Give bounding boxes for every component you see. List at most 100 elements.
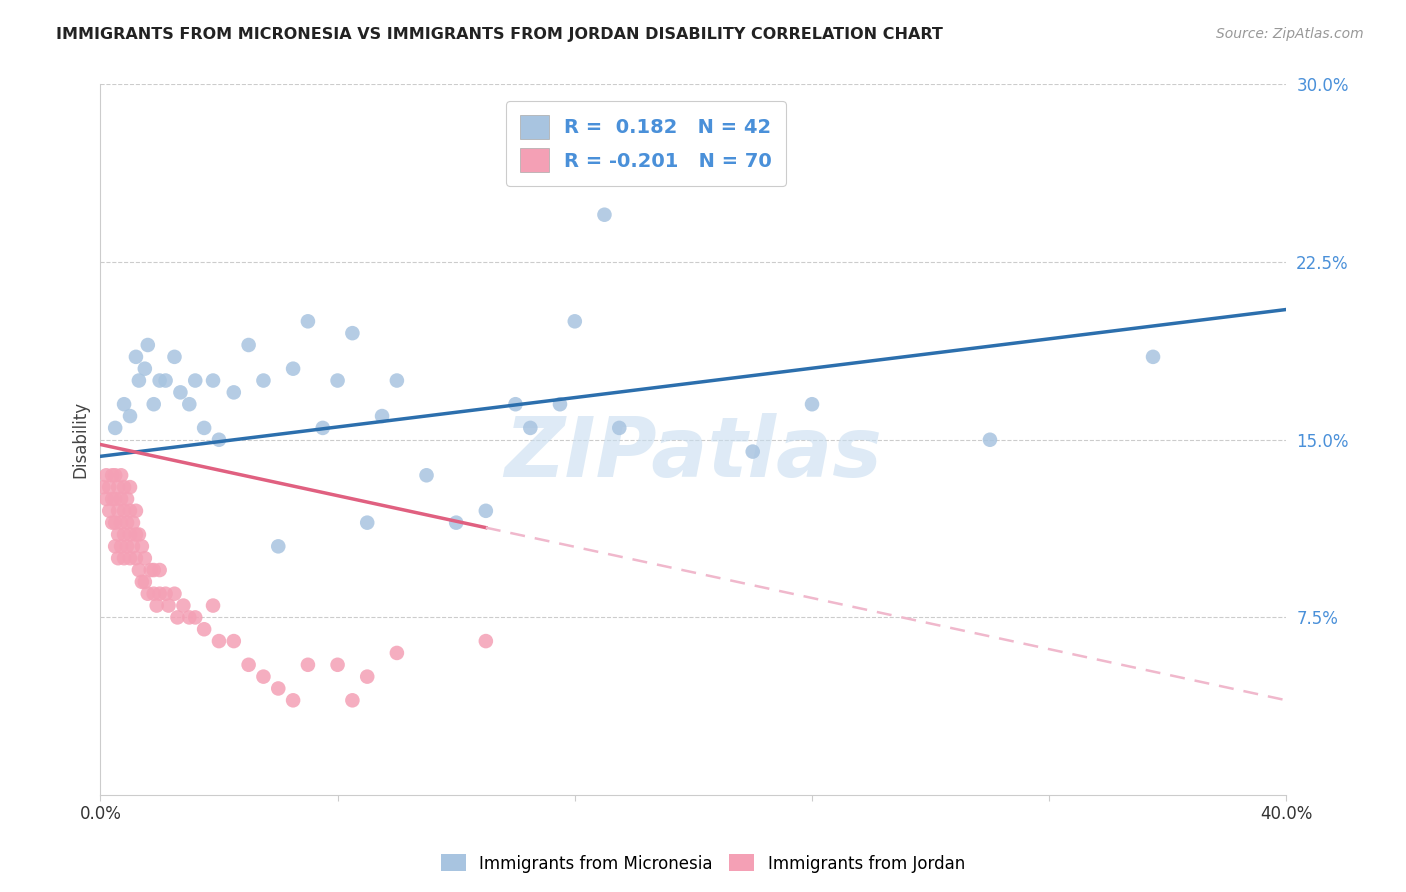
- Point: [208, 433, 231, 447]
- Point: [107, 480, 129, 494]
- Point: [297, 657, 319, 672]
- Point: [163, 350, 186, 364]
- Point: [741, 444, 763, 458]
- Point: [122, 539, 145, 553]
- Point: [193, 421, 215, 435]
- Text: IMMIGRANTS FROM MICRONESIA VS IMMIGRANTS FROM JORDAN DISABILITY CORRELATION CHAR: IMMIGRANTS FROM MICRONESIA VS IMMIGRANTS…: [56, 27, 943, 42]
- Point: [564, 314, 586, 328]
- Point: [98, 504, 121, 518]
- Point: [110, 516, 132, 530]
- Point: [131, 539, 153, 553]
- Text: ZIPatlas: ZIPatlas: [505, 414, 883, 494]
- Legend: R =  0.182   N = 42, R = -0.201   N = 70: R = 0.182 N = 42, R = -0.201 N = 70: [506, 102, 786, 186]
- Point: [142, 563, 165, 577]
- Point: [96, 491, 118, 506]
- Y-axis label: Disability: Disability: [72, 401, 89, 478]
- Point: [444, 516, 467, 530]
- Point: [155, 587, 177, 601]
- Point: [125, 504, 148, 518]
- Point: [193, 622, 215, 636]
- Point: [149, 587, 172, 601]
- Point: [1142, 350, 1164, 364]
- Point: [104, 516, 127, 530]
- Point: [202, 599, 225, 613]
- Point: [415, 468, 437, 483]
- Point: [139, 563, 162, 577]
- Point: [155, 374, 177, 388]
- Point: [163, 587, 186, 601]
- Point: [281, 693, 304, 707]
- Point: [104, 539, 127, 553]
- Point: [118, 409, 141, 423]
- Point: [548, 397, 571, 411]
- Point: [104, 468, 127, 483]
- Point: [184, 374, 207, 388]
- Point: [125, 350, 148, 364]
- Point: [519, 421, 541, 435]
- Point: [281, 361, 304, 376]
- Point: [107, 551, 129, 566]
- Point: [801, 397, 824, 411]
- Point: [149, 563, 172, 577]
- Point: [179, 610, 201, 624]
- Point: [342, 693, 364, 707]
- Point: [104, 491, 127, 506]
- Point: [297, 314, 319, 328]
- Point: [607, 421, 630, 435]
- Point: [326, 657, 349, 672]
- Point: [112, 504, 135, 518]
- Point: [356, 516, 378, 530]
- Point: [128, 563, 150, 577]
- Point: [91, 480, 114, 494]
- Point: [104, 421, 127, 435]
- Point: [128, 527, 150, 541]
- Point: [166, 610, 188, 624]
- Point: [112, 397, 135, 411]
- Point: [238, 338, 260, 352]
- Point: [136, 587, 159, 601]
- Point: [475, 634, 498, 648]
- Point: [267, 681, 290, 696]
- Point: [371, 409, 394, 423]
- Point: [312, 421, 335, 435]
- Point: [110, 539, 132, 553]
- Point: [101, 491, 124, 506]
- Point: [172, 599, 194, 613]
- Point: [142, 397, 165, 411]
- Point: [252, 374, 274, 388]
- Point: [385, 374, 408, 388]
- Point: [142, 587, 165, 601]
- Point: [267, 539, 290, 553]
- Point: [157, 599, 180, 613]
- Point: [134, 361, 156, 376]
- Point: [131, 574, 153, 589]
- Point: [356, 670, 378, 684]
- Point: [385, 646, 408, 660]
- Point: [128, 374, 150, 388]
- Point: [122, 516, 145, 530]
- Point: [134, 551, 156, 566]
- Point: [208, 634, 231, 648]
- Point: [118, 527, 141, 541]
- Point: [505, 397, 527, 411]
- Point: [112, 551, 135, 566]
- Point: [110, 491, 132, 506]
- Point: [169, 385, 191, 400]
- Point: [118, 480, 141, 494]
- Point: [475, 504, 498, 518]
- Point: [112, 527, 135, 541]
- Point: [115, 516, 138, 530]
- Point: [979, 433, 1001, 447]
- Point: [115, 491, 138, 506]
- Point: [252, 670, 274, 684]
- Point: [125, 527, 148, 541]
- Point: [110, 468, 132, 483]
- Point: [134, 574, 156, 589]
- Point: [222, 634, 245, 648]
- Point: [238, 657, 260, 672]
- Point: [115, 539, 138, 553]
- Legend: Immigrants from Micronesia, Immigrants from Jordan: Immigrants from Micronesia, Immigrants f…: [434, 847, 972, 880]
- Point: [222, 385, 245, 400]
- Point: [118, 551, 141, 566]
- Point: [342, 326, 364, 340]
